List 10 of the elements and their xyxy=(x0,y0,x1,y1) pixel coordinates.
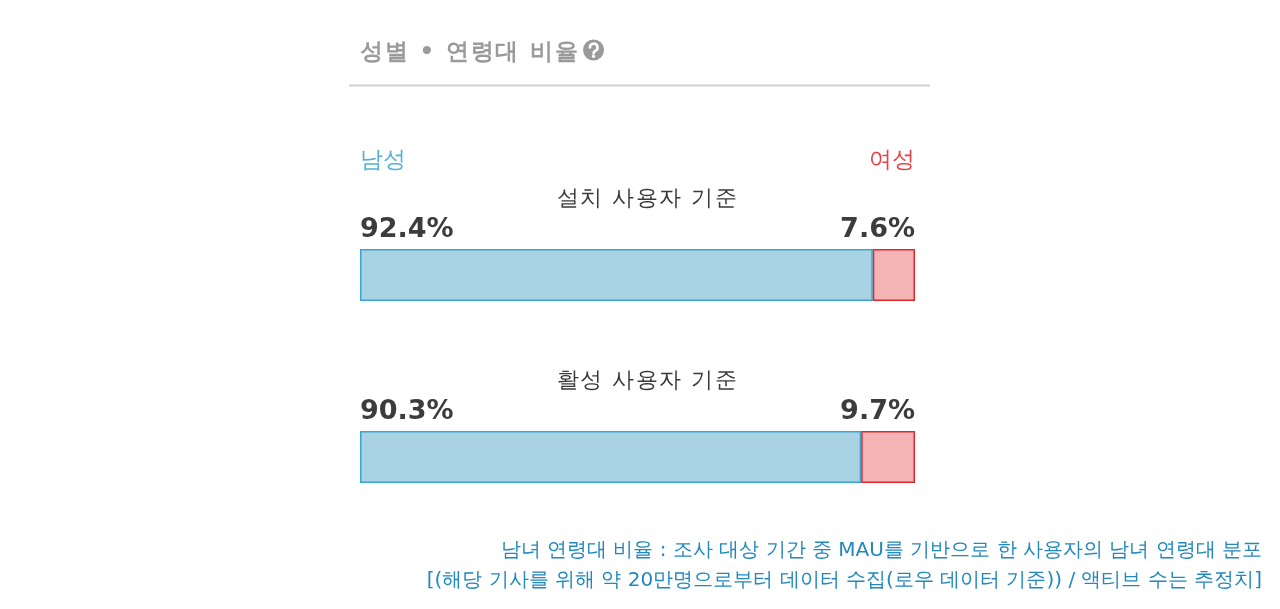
legend: 남성 여성 xyxy=(360,146,915,172)
data-label: 92.4% xyxy=(360,212,454,243)
data-label: 9.7% xyxy=(840,394,915,425)
y-tick-label: 설치 사용자 기준 xyxy=(556,185,739,210)
data-label: 7.6% xyxy=(840,212,915,243)
text: [(해당 기사를 위해 약 20만명으로부터 데이터 수집(로우 데이터 기준)) / 액티브 수는 추정치] xyxy=(426,567,1262,591)
y-tick-label: 활성 사용자 기준 xyxy=(556,367,739,392)
chart-title: 성별 • 연령대 비율 xyxy=(360,38,580,64)
text: 남녀 연령대 비율 : 조사 대상 기간 중 MAU를 기반으로 한 사용자의 남녀 연령대 분포 xyxy=(500,537,1262,561)
data-label: 90.3% xyxy=(360,394,454,425)
